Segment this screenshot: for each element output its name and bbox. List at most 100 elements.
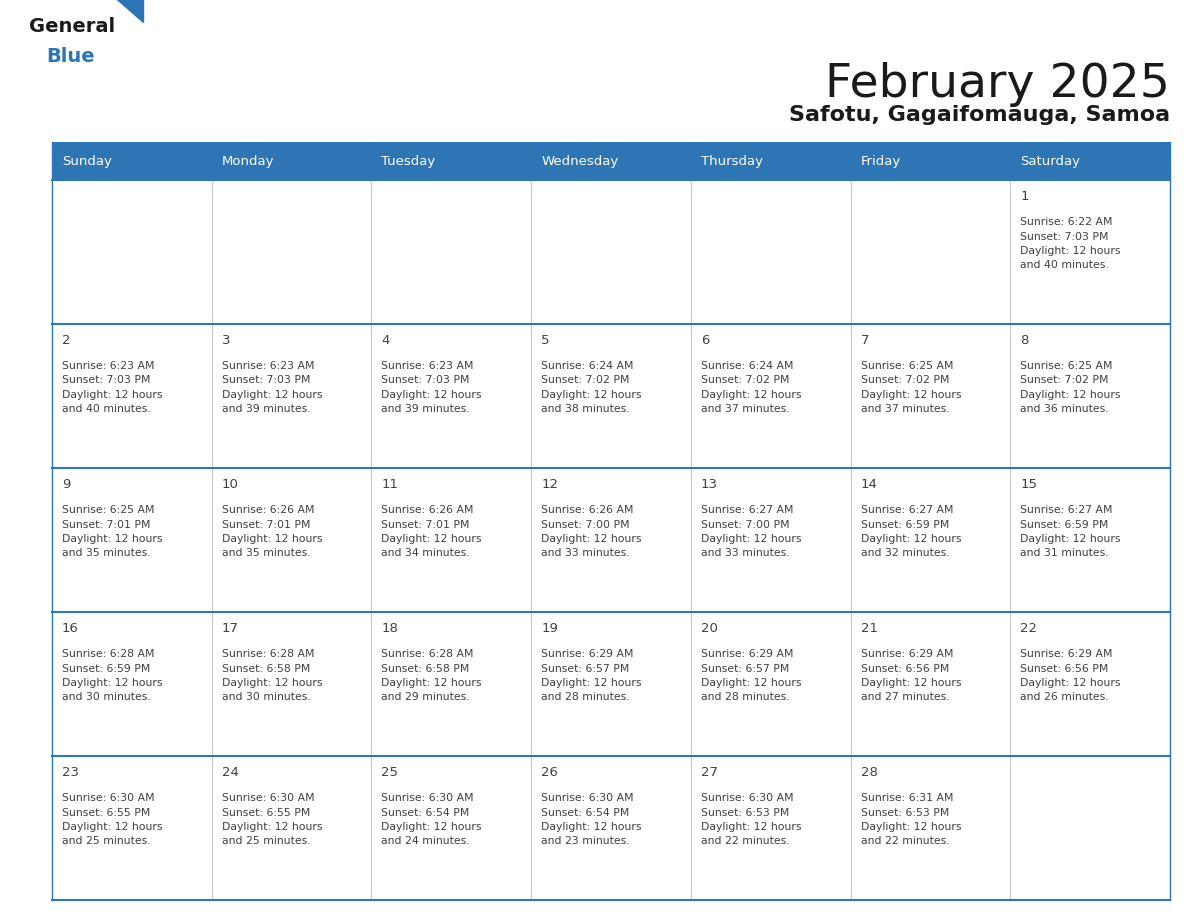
Text: Sunrise: 6:29 AM: Sunrise: 6:29 AM: [860, 649, 953, 659]
Text: and 30 minutes.: and 30 minutes.: [222, 692, 310, 702]
Text: Thursday: Thursday: [701, 154, 763, 167]
Text: Sunrise: 6:27 AM: Sunrise: 6:27 AM: [701, 505, 794, 515]
Text: Daylight: 12 hours: Daylight: 12 hours: [860, 390, 961, 400]
Text: 24: 24: [222, 766, 239, 779]
Text: Sunrise: 6:29 AM: Sunrise: 6:29 AM: [701, 649, 794, 659]
Bar: [52, 612, 1170, 756]
Text: Daylight: 12 hours: Daylight: 12 hours: [701, 822, 802, 832]
Text: Sunset: 6:57 PM: Sunset: 6:57 PM: [701, 664, 789, 674]
Text: and 37 minutes.: and 37 minutes.: [701, 405, 790, 415]
Text: and 38 minutes.: and 38 minutes.: [542, 405, 630, 415]
Text: 5: 5: [542, 334, 550, 347]
Text: Sunrise: 6:25 AM: Sunrise: 6:25 AM: [1020, 361, 1113, 371]
Text: and 29 minutes.: and 29 minutes.: [381, 692, 470, 702]
Text: 27: 27: [701, 766, 718, 779]
Text: 17: 17: [222, 622, 239, 635]
Text: Sunrise: 6:30 AM: Sunrise: 6:30 AM: [542, 793, 633, 803]
Text: Sunrise: 6:29 AM: Sunrise: 6:29 AM: [1020, 649, 1113, 659]
Text: Sunrise: 6:25 AM: Sunrise: 6:25 AM: [62, 505, 154, 515]
Text: Sunset: 7:01 PM: Sunset: 7:01 PM: [62, 520, 151, 530]
Text: and 36 minutes.: and 36 minutes.: [1020, 405, 1108, 415]
Text: Sunrise: 6:26 AM: Sunrise: 6:26 AM: [542, 505, 633, 515]
Text: Daylight: 12 hours: Daylight: 12 hours: [222, 678, 322, 688]
Text: Sunrise: 6:24 AM: Sunrise: 6:24 AM: [542, 361, 633, 371]
Text: Sunset: 6:59 PM: Sunset: 6:59 PM: [860, 520, 949, 530]
Text: and 26 minutes.: and 26 minutes.: [1020, 692, 1108, 702]
Text: and 32 minutes.: and 32 minutes.: [860, 548, 949, 558]
Text: Sunset: 6:54 PM: Sunset: 6:54 PM: [381, 808, 469, 818]
Text: Daylight: 12 hours: Daylight: 12 hours: [860, 534, 961, 544]
Text: 6: 6: [701, 334, 709, 347]
Text: Sunrise: 6:30 AM: Sunrise: 6:30 AM: [222, 793, 315, 803]
Text: and 23 minutes.: and 23 minutes.: [542, 836, 630, 846]
Text: 20: 20: [701, 622, 718, 635]
Text: and 25 minutes.: and 25 minutes.: [222, 836, 310, 846]
Text: 23: 23: [62, 766, 78, 779]
Text: Sunset: 6:56 PM: Sunset: 6:56 PM: [1020, 664, 1108, 674]
Text: Sunset: 6:58 PM: Sunset: 6:58 PM: [381, 664, 469, 674]
Text: Daylight: 12 hours: Daylight: 12 hours: [542, 390, 642, 400]
Text: 26: 26: [542, 766, 558, 779]
Text: and 39 minutes.: and 39 minutes.: [381, 405, 470, 415]
Text: and 24 minutes.: and 24 minutes.: [381, 836, 470, 846]
Text: General: General: [29, 17, 115, 36]
Text: Daylight: 12 hours: Daylight: 12 hours: [542, 534, 642, 544]
Text: Sunrise: 6:25 AM: Sunrise: 6:25 AM: [860, 361, 953, 371]
Text: Sunset: 7:03 PM: Sunset: 7:03 PM: [62, 375, 151, 386]
Text: and 39 minutes.: and 39 minutes.: [222, 405, 310, 415]
Text: Daylight: 12 hours: Daylight: 12 hours: [222, 390, 322, 400]
Bar: [52, 324, 1170, 468]
Text: 21: 21: [860, 622, 878, 635]
Text: Daylight: 12 hours: Daylight: 12 hours: [860, 678, 961, 688]
Text: Daylight: 12 hours: Daylight: 12 hours: [222, 534, 322, 544]
Text: Sunset: 7:00 PM: Sunset: 7:00 PM: [701, 520, 790, 530]
Bar: [52, 756, 1170, 900]
Text: Daylight: 12 hours: Daylight: 12 hours: [62, 822, 163, 832]
Text: 2: 2: [62, 334, 70, 347]
Text: Sunset: 6:59 PM: Sunset: 6:59 PM: [62, 664, 151, 674]
Text: Sunrise: 6:28 AM: Sunrise: 6:28 AM: [381, 649, 474, 659]
Text: Daylight: 12 hours: Daylight: 12 hours: [381, 390, 482, 400]
Text: Sunrise: 6:23 AM: Sunrise: 6:23 AM: [381, 361, 474, 371]
Text: and 33 minutes.: and 33 minutes.: [701, 548, 790, 558]
Text: and 34 minutes.: and 34 minutes.: [381, 548, 470, 558]
Text: Daylight: 12 hours: Daylight: 12 hours: [1020, 678, 1120, 688]
Text: Sunrise: 6:23 AM: Sunrise: 6:23 AM: [222, 361, 314, 371]
Text: Daylight: 12 hours: Daylight: 12 hours: [701, 678, 802, 688]
Text: Sunset: 7:02 PM: Sunset: 7:02 PM: [1020, 375, 1108, 386]
Text: Sunrise: 6:28 AM: Sunrise: 6:28 AM: [222, 649, 314, 659]
Text: Daylight: 12 hours: Daylight: 12 hours: [1020, 390, 1120, 400]
Text: 19: 19: [542, 622, 558, 635]
Text: Sunset: 6:56 PM: Sunset: 6:56 PM: [860, 664, 949, 674]
Text: 18: 18: [381, 622, 398, 635]
Text: Sunset: 6:55 PM: Sunset: 6:55 PM: [222, 808, 310, 818]
Text: Blue: Blue: [46, 47, 95, 66]
Text: Sunset: 6:59 PM: Sunset: 6:59 PM: [1020, 520, 1108, 530]
Text: and 30 minutes.: and 30 minutes.: [62, 692, 151, 702]
Text: Sunrise: 6:30 AM: Sunrise: 6:30 AM: [701, 793, 794, 803]
Text: 12: 12: [542, 478, 558, 491]
Text: Sunset: 7:03 PM: Sunset: 7:03 PM: [222, 375, 310, 386]
Text: and 40 minutes.: and 40 minutes.: [62, 405, 151, 415]
Text: Saturday: Saturday: [1020, 154, 1080, 167]
Text: Sunrise: 6:30 AM: Sunrise: 6:30 AM: [62, 793, 154, 803]
Text: and 31 minutes.: and 31 minutes.: [1020, 548, 1108, 558]
Text: 8: 8: [1020, 334, 1029, 347]
Text: Daylight: 12 hours: Daylight: 12 hours: [381, 678, 482, 688]
Text: Sunrise: 6:26 AM: Sunrise: 6:26 AM: [381, 505, 474, 515]
Text: 28: 28: [860, 766, 878, 779]
Text: Sunday: Sunday: [62, 154, 112, 167]
Text: Daylight: 12 hours: Daylight: 12 hours: [222, 822, 322, 832]
Text: Daylight: 12 hours: Daylight: 12 hours: [542, 822, 642, 832]
Text: Sunset: 7:03 PM: Sunset: 7:03 PM: [381, 375, 470, 386]
Text: Daylight: 12 hours: Daylight: 12 hours: [701, 390, 802, 400]
Text: Sunrise: 6:31 AM: Sunrise: 6:31 AM: [860, 793, 953, 803]
Text: Sunset: 6:58 PM: Sunset: 6:58 PM: [222, 664, 310, 674]
Text: 10: 10: [222, 478, 239, 491]
Text: Sunset: 7:03 PM: Sunset: 7:03 PM: [1020, 231, 1108, 241]
Bar: [52, 468, 1170, 612]
Text: and 22 minutes.: and 22 minutes.: [860, 836, 949, 846]
Text: Sunrise: 6:27 AM: Sunrise: 6:27 AM: [1020, 505, 1113, 515]
Text: Sunset: 7:01 PM: Sunset: 7:01 PM: [381, 520, 470, 530]
Text: 14: 14: [860, 478, 878, 491]
